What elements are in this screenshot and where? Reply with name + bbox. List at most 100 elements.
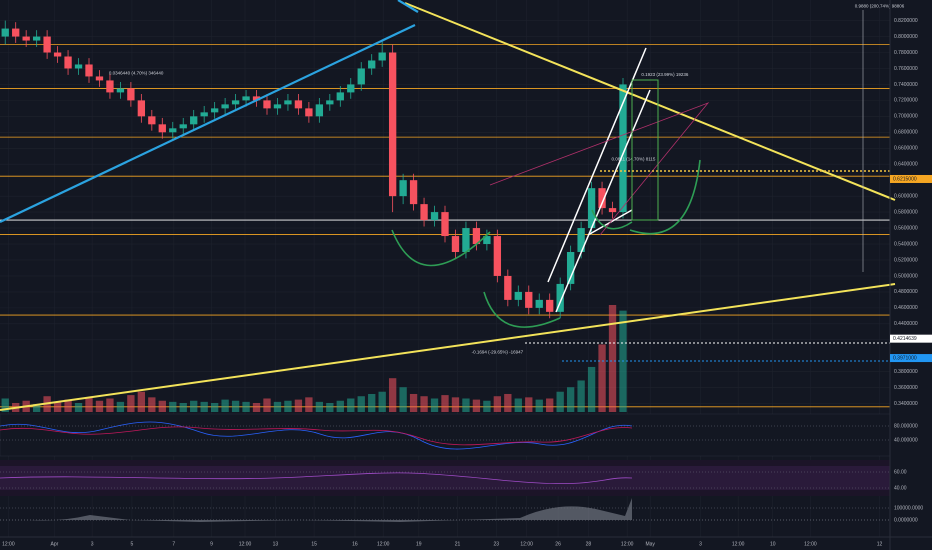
volume-bar bbox=[294, 399, 303, 412]
trend-line bbox=[397, 0, 419, 13]
volume-bar bbox=[451, 397, 460, 412]
cup-curve bbox=[591, 209, 633, 230]
cup-curve bbox=[629, 159, 701, 235]
candle-body bbox=[347, 84, 355, 93]
candle-body bbox=[252, 96, 261, 101]
volume-bar bbox=[231, 400, 240, 412]
candle-body bbox=[388, 52, 397, 197]
x-tick-label: 13 bbox=[273, 541, 279, 547]
pane-tick-label: 60.00 bbox=[894, 469, 907, 475]
annotation: 0.0346440 (4.70%) 346440 bbox=[109, 70, 164, 75]
candle-body bbox=[284, 100, 292, 105]
volume-bar bbox=[169, 401, 177, 412]
candle-body bbox=[179, 124, 187, 129]
y-tick-label: 0.3600000 bbox=[894, 385, 918, 391]
candle-body bbox=[451, 236, 460, 253]
x-tick-label: 15 bbox=[311, 541, 317, 547]
signal-line bbox=[0, 426, 633, 446]
candle-body bbox=[95, 76, 104, 81]
candle-body bbox=[462, 228, 470, 253]
price-pane: 0.0346440 (4.70%) 346440 0.1923 (23.99%) … bbox=[0, 3, 905, 412]
price-label-box bbox=[890, 174, 932, 183]
volume-bar bbox=[556, 391, 564, 412]
volume-bar bbox=[53, 401, 62, 412]
pane-tick-label: 0.0000000 bbox=[894, 517, 918, 523]
volume-bar bbox=[336, 400, 344, 412]
volume-bar bbox=[566, 387, 575, 412]
volume-bar bbox=[315, 401, 324, 412]
volume-bar bbox=[483, 400, 491, 412]
volume-bar bbox=[441, 395, 449, 412]
y-tick-label: 0.4600000 bbox=[894, 305, 918, 311]
candle-body bbox=[210, 108, 219, 113]
candle-body bbox=[566, 252, 575, 284]
volume-bar bbox=[430, 398, 439, 412]
candle-body bbox=[514, 291, 522, 300]
candle-body bbox=[326, 100, 334, 105]
x-tick-label: Apr bbox=[51, 541, 59, 547]
momentum-line bbox=[0, 472, 633, 484]
y-tick-label: 0.7800000 bbox=[894, 50, 918, 56]
candle-body bbox=[420, 204, 428, 221]
candle-body bbox=[221, 104, 229, 109]
y-tick-label: 0.5400000 bbox=[894, 241, 918, 247]
candle-body bbox=[74, 64, 83, 69]
pane-tick-label: 40.000000 bbox=[894, 437, 918, 443]
candle-body bbox=[409, 180, 418, 205]
volume-bar bbox=[210, 402, 219, 412]
volume-bar bbox=[127, 395, 135, 412]
y-tick-label: 0.6400000 bbox=[894, 162, 918, 168]
volume-bar bbox=[535, 399, 543, 412]
candle-body bbox=[483, 236, 491, 245]
volume-bar bbox=[273, 401, 282, 412]
candle-body bbox=[148, 116, 156, 125]
candle-body bbox=[12, 28, 20, 37]
candle-body bbox=[378, 52, 386, 61]
volume-bar bbox=[598, 344, 606, 412]
measure-box bbox=[631, 79, 659, 221]
volume-bar bbox=[284, 400, 292, 412]
volume-bar bbox=[200, 401, 208, 412]
candle-body bbox=[1, 28, 9, 37]
candle-body bbox=[525, 291, 533, 308]
y-tick-label: 0.5200000 bbox=[894, 257, 918, 263]
volume-bar bbox=[74, 402, 83, 412]
y-tick-label: 0.5800000 bbox=[894, 209, 918, 215]
volume-bar bbox=[85, 397, 93, 412]
volume-bar bbox=[326, 402, 334, 412]
y-tick-label: 0.7600000 bbox=[894, 66, 918, 72]
volume-bar bbox=[158, 400, 166, 412]
x-tick-label: 12:00 bbox=[804, 541, 817, 547]
y-tick-label: 0.6800000 bbox=[894, 130, 918, 136]
candle-body bbox=[587, 188, 596, 229]
candle-body bbox=[85, 64, 93, 77]
candle-body bbox=[556, 283, 564, 312]
candle-body bbox=[608, 208, 617, 213]
trend-line bbox=[0, 283, 896, 411]
candle-body bbox=[231, 100, 240, 105]
pane-tick-label: 100000.0000 bbox=[894, 505, 923, 511]
volume-bar bbox=[587, 366, 596, 412]
volume-bar bbox=[106, 398, 114, 412]
volume-bar bbox=[95, 400, 104, 412]
volume-bar bbox=[399, 387, 407, 412]
x-tick-label: May bbox=[645, 541, 655, 547]
candle-body bbox=[399, 180, 407, 197]
price-label-box bbox=[890, 354, 932, 363]
y-tick-label: 0.3800000 bbox=[894, 369, 918, 375]
volume-bar bbox=[347, 398, 355, 412]
volume-bar bbox=[263, 398, 271, 412]
pane-tick-label: 40.00 bbox=[894, 485, 907, 491]
candle-body bbox=[546, 299, 554, 312]
volume-bar bbox=[472, 399, 481, 412]
volume-bar bbox=[305, 397, 313, 412]
candle-body bbox=[273, 104, 282, 109]
candle-body bbox=[137, 100, 146, 117]
volume-bar bbox=[409, 393, 418, 412]
rsi-line bbox=[0, 421, 633, 450]
annotation: 0.1923 (23.99%) 19236 bbox=[641, 72, 689, 77]
candle-body bbox=[64, 56, 72, 69]
